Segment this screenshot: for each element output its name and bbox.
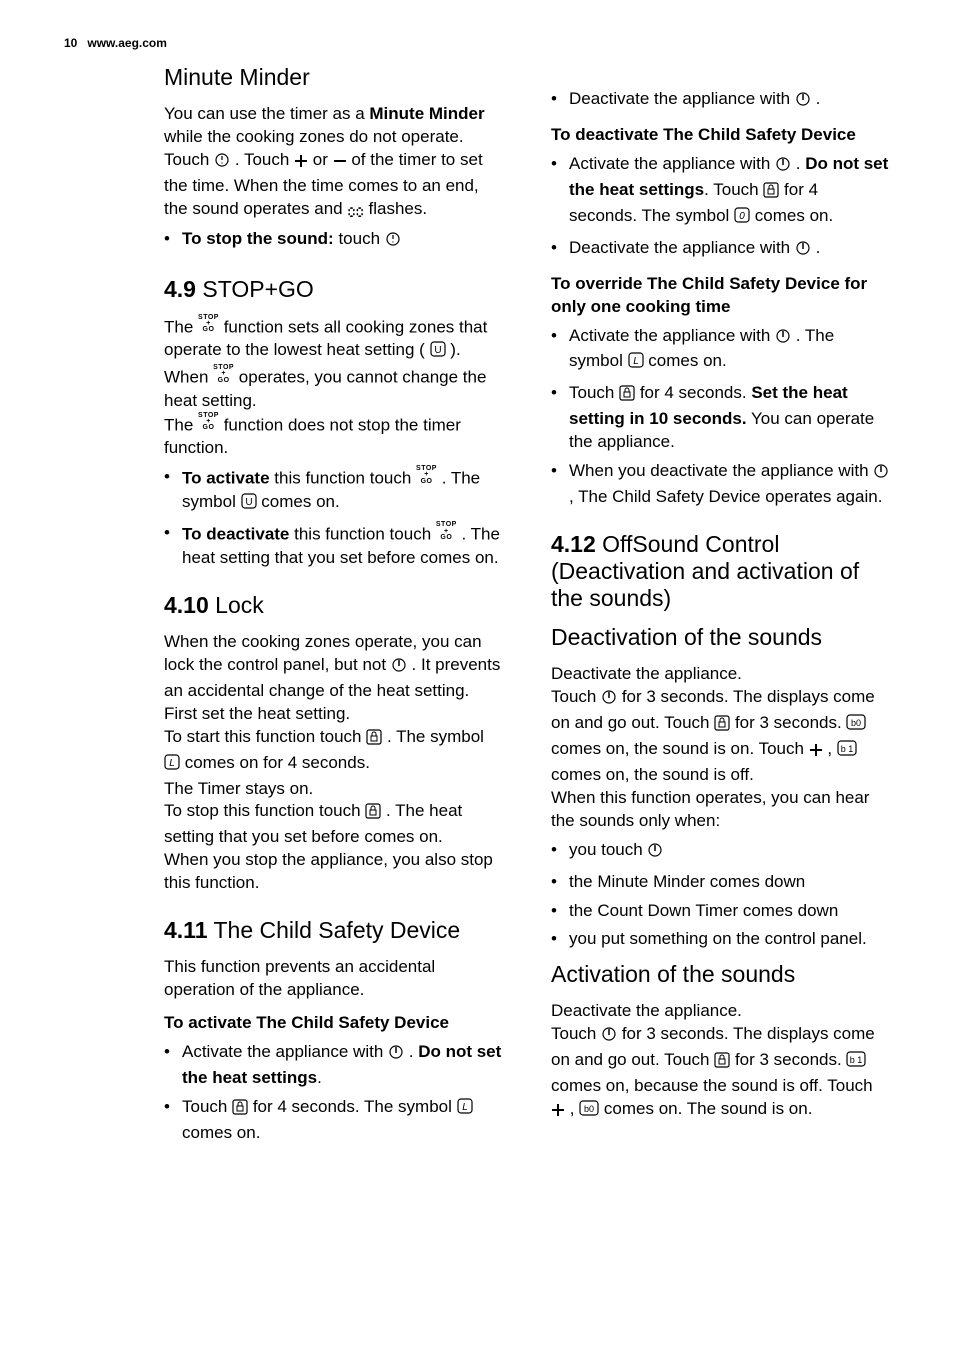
- lock-box-icon: [714, 715, 730, 738]
- b0-box-icon: b0: [579, 1099, 599, 1124]
- power-icon: [795, 91, 811, 114]
- page-number: 10: [64, 36, 77, 50]
- power-icon: [391, 657, 407, 680]
- child-activate-item1: Activate the appliance with . Do not set…: [164, 1041, 503, 1090]
- child-deactivate-appliance: Deactivate the appliance with .: [551, 88, 890, 114]
- stop-go-deactivate-item: To deactivate this function touch STOP+G…: [164, 522, 503, 569]
- b0-box-icon: b0: [846, 713, 866, 738]
- right-column: Deactivate the appliance with . To deact…: [551, 64, 890, 1151]
- lock-box-icon: [232, 1099, 248, 1122]
- stop-go-p2: When STOP+GO operates, you cannot change…: [164, 365, 503, 412]
- lock-heading: 4.10 Lock: [164, 592, 503, 619]
- power-icon: [873, 463, 889, 486]
- offsound-p2: Touch for 3 seconds. The displays come o…: [551, 686, 890, 787]
- svg-text:U: U: [434, 345, 441, 356]
- lock-box-icon: [619, 385, 635, 408]
- svg-text:L: L: [169, 758, 175, 769]
- clock-icon: [214, 152, 230, 175]
- minus-icon: [333, 152, 347, 175]
- child-override-item2: Touch for 4 seconds. Set the heat settin…: [551, 382, 890, 454]
- svg-text:b0: b0: [851, 718, 861, 728]
- child-override-item3: When you deactivate the appliance with ,…: [551, 460, 890, 509]
- lock-p5: To stop this function touch . The heat s…: [164, 800, 503, 849]
- offsound-li4: you put something on the control panel.: [551, 928, 890, 951]
- clock-icon: [385, 231, 401, 254]
- lock-p6: When you stop the appliance, you also st…: [164, 849, 503, 895]
- u-box-icon: U: [241, 492, 257, 517]
- b1-box-icon: b 1: [837, 739, 857, 764]
- lock-p3: To start this function touch . The symbo…: [164, 726, 503, 778]
- offsound-heading: 4.12 OffSound Control (Deactivation and …: [551, 531, 890, 612]
- power-icon: [647, 842, 663, 865]
- l-box-icon: L: [164, 753, 180, 778]
- offsound-li1: you touch: [551, 839, 890, 865]
- offsound-act-heading: Activation of the sounds: [551, 961, 890, 988]
- minute-minder-body: You can use the timer as a Minute Minder…: [164, 103, 503, 222]
- two-column-layout: Minute Minder You can use the timer as a…: [64, 64, 890, 1151]
- child-override-item1: Activate the appliance with . The symbol…: [551, 325, 890, 377]
- stop-go-icon: STOP+GO: [436, 522, 457, 541]
- lock-p2: First set the heat setting.: [164, 703, 503, 726]
- offsound-p5: Touch for 3 seconds. The displays come o…: [551, 1023, 890, 1124]
- child-sub-override: To override The Child Safety Device for …: [551, 273, 890, 319]
- stop-go-icon: STOP+GO: [416, 466, 437, 485]
- lock-box-icon: [714, 1052, 730, 1075]
- zero-zero-icon: 🯰🯰: [347, 203, 363, 222]
- b1-box-icon: b 1: [846, 1050, 866, 1075]
- left-column: Minute Minder You can use the timer as a…: [64, 64, 503, 1151]
- lock-box-icon: [366, 729, 382, 752]
- offsound-p1: Deactivate the appliance.: [551, 663, 890, 686]
- power-icon: [775, 328, 791, 351]
- site-url: www.aeg.com: [87, 36, 167, 50]
- svg-text:0: 0: [739, 211, 745, 222]
- stop-go-activate-item: To activate this function touch STOP+GO …: [164, 466, 503, 516]
- child-sub1: To activate The Child Safety Device: [164, 1012, 503, 1035]
- offsound-p3: When this function operates, you can hea…: [551, 787, 890, 833]
- plus-icon: [294, 152, 308, 175]
- lock-box-icon: [365, 803, 381, 826]
- svg-text:L: L: [633, 356, 639, 367]
- svg-text:L: L: [462, 1102, 468, 1113]
- lock-p4: The Timer stays on.: [164, 778, 503, 801]
- power-icon: [775, 156, 791, 179]
- svg-text:U: U: [245, 497, 252, 508]
- child-heading: 4.11 The Child Safety Device: [164, 917, 503, 944]
- offsound-li2: the Minute Minder comes down: [551, 871, 890, 894]
- stop-go-icon: STOP+GO: [198, 315, 219, 334]
- lock-box-icon: [763, 182, 779, 205]
- power-icon: [601, 689, 617, 712]
- minute-minder-stop-item: To stop the sound: touch: [164, 228, 503, 254]
- u-box-icon: U: [430, 340, 446, 365]
- l-box-icon: L: [457, 1097, 473, 1122]
- child-p1: This function prevents an accidental ope…: [164, 956, 503, 1002]
- stop-go-icon: STOP+GO: [198, 413, 219, 432]
- svg-text:b 1: b 1: [850, 1055, 863, 1065]
- l-box-icon: L: [628, 351, 644, 376]
- power-icon: [601, 1026, 617, 1049]
- stop-go-icon: STOP+GO: [213, 365, 234, 384]
- stop-go-heading: 4.9 STOP+GO: [164, 276, 503, 303]
- lock-p1: When the cooking zones operate, you can …: [164, 631, 503, 703]
- stop-go-p3: The STOP+GO function does not stop the t…: [164, 413, 503, 460]
- child-deact-item2: Deactivate the appliance with .: [551, 237, 890, 263]
- svg-text:b 1: b 1: [841, 744, 854, 754]
- child-sub-deactivate: To deactivate The Child Safety Device: [551, 124, 890, 147]
- child-deact-item1: Activate the appliance with . Do not set…: [551, 153, 890, 231]
- svg-text:b0: b0: [584, 1104, 594, 1114]
- power-icon: [388, 1044, 404, 1067]
- stop-go-p1: The STOP+GO function sets all cooking zo…: [164, 315, 503, 365]
- offsound-li3: the Count Down Timer comes down: [551, 900, 890, 923]
- plus-icon: [809, 741, 823, 764]
- minute-minder-heading: Minute Minder: [164, 64, 503, 91]
- page-header: 10 www.aeg.com: [64, 36, 890, 50]
- zero-box-icon: 0: [734, 206, 750, 231]
- offsound-deact-heading: Deactivation of the sounds: [551, 624, 890, 651]
- offsound-p4: Deactivate the appliance.: [551, 1000, 890, 1023]
- plus-icon: [551, 1101, 565, 1124]
- child-activate-item2: Touch for 4 seconds. The symbol L comes …: [164, 1096, 503, 1145]
- power-icon: [795, 240, 811, 263]
